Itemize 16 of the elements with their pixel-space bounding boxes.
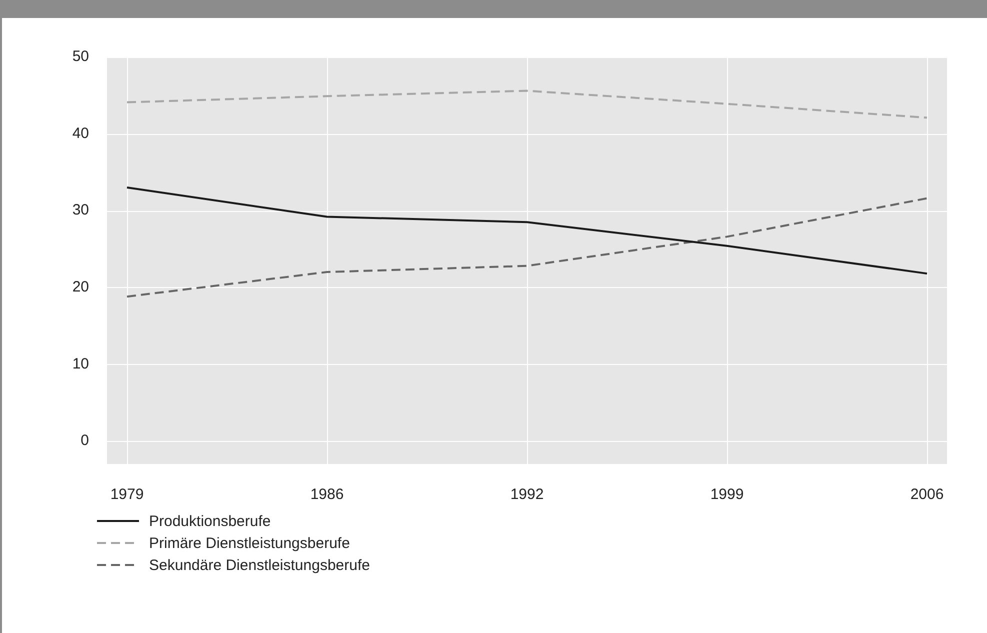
legend-label: Sekundäre Dienstleistungsberufe bbox=[149, 556, 370, 574]
legend-label: Primäre Dienstleistungsberufe bbox=[149, 534, 350, 552]
x-tick-label: 1999 bbox=[710, 486, 744, 504]
x-tick-label: 2006 bbox=[910, 486, 944, 504]
y-tick-label: 40 bbox=[72, 124, 89, 142]
legend-label: Produktionsberufe bbox=[149, 512, 271, 530]
y-tick-label: 0 bbox=[80, 432, 89, 450]
y-tick-label: 30 bbox=[72, 202, 89, 219]
line-series bbox=[126, 197, 928, 298]
y-tick-label: 20 bbox=[72, 278, 89, 296]
x-tick-label: 1979 bbox=[110, 486, 144, 504]
x-tick-label: 1992 bbox=[510, 486, 544, 504]
x-tick-label: 1986 bbox=[310, 486, 344, 504]
line-series bbox=[126, 90, 928, 119]
y-tick-label: 10 bbox=[72, 355, 89, 372]
y-tick-label: 50 bbox=[72, 48, 89, 66]
